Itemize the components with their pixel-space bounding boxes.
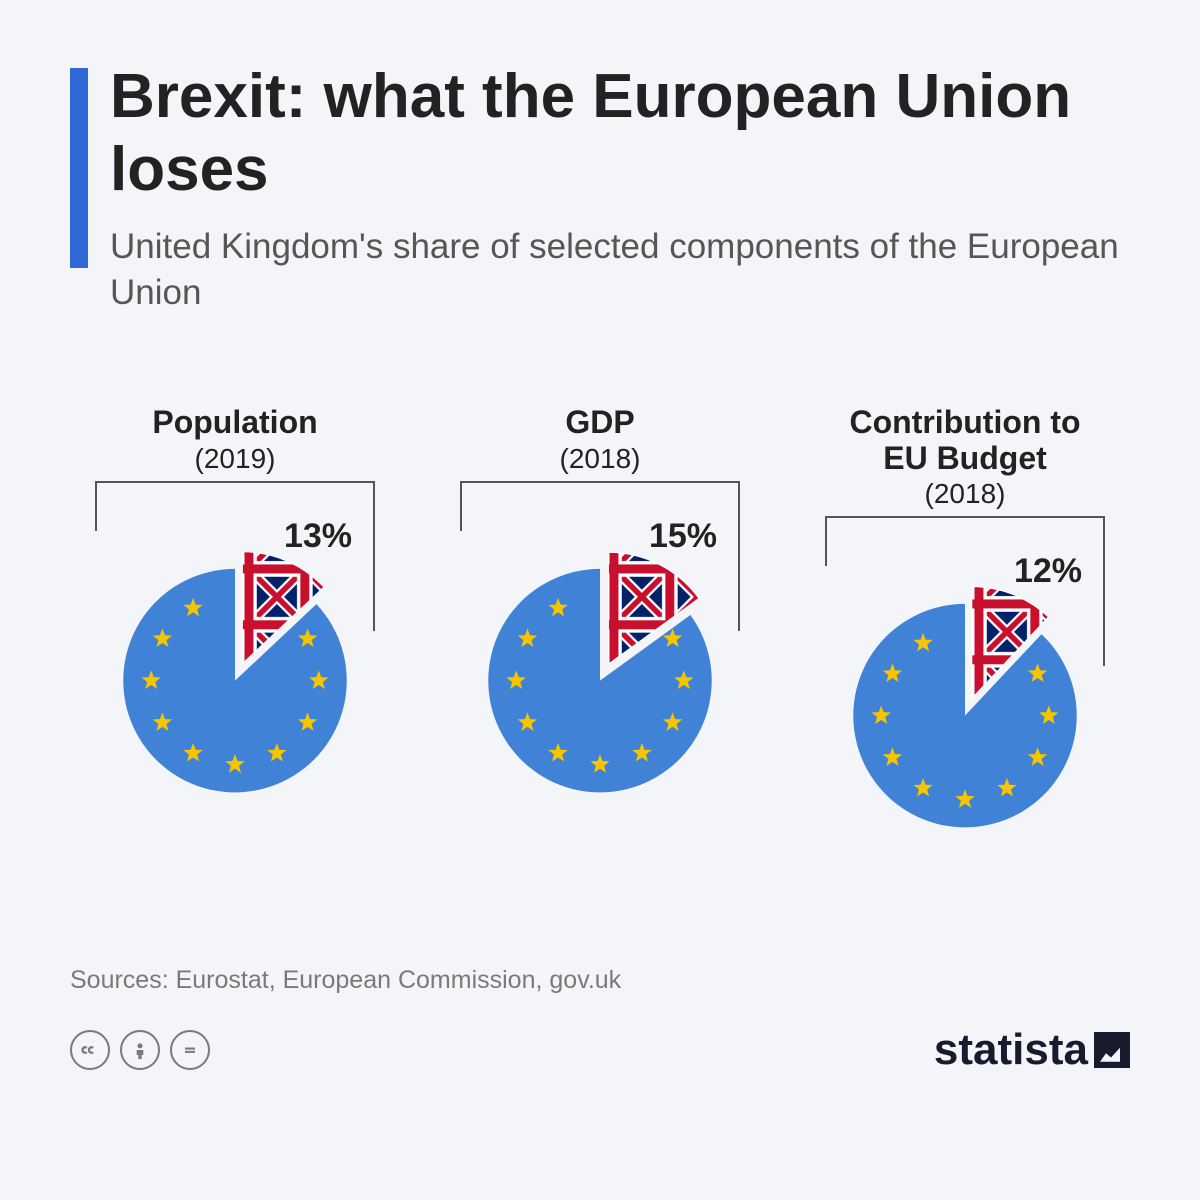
chart-year: (2018) [560, 443, 641, 475]
brand: statista [934, 1025, 1130, 1075]
chart-year: (2018) [925, 478, 1006, 510]
pie-chart [100, 541, 370, 811]
page-title: Brexit: what the European Union loses [110, 60, 1130, 206]
pie-wrap: 12% [830, 546, 1100, 836]
chart-block: GDP (2018) 15% [440, 405, 760, 835]
chart-block: Population (2019) 13% [75, 405, 395, 835]
pie-chart [465, 541, 735, 811]
chart-label: Population [152, 405, 317, 440]
accent-bar [70, 68, 88, 268]
sources-text: Sources: Eurostat, European Commission, … [70, 966, 1130, 995]
cc-icon [70, 1030, 110, 1070]
chart-label: GDP [565, 405, 634, 440]
brand-text: statista [934, 1025, 1088, 1075]
footer: statista [70, 1025, 1130, 1075]
by-icon [120, 1030, 160, 1070]
pie-chart [830, 576, 1100, 846]
header: Brexit: what the European Union loses Un… [70, 60, 1130, 315]
cc-icons [70, 1030, 210, 1070]
nd-icon [170, 1030, 210, 1070]
pie-wrap: 13% [100, 511, 370, 801]
charts-row: Population (2019) 13% GDP (2018) 15% [70, 405, 1130, 835]
chart-block: Contribution toEU Budget (2018) 12% [805, 405, 1125, 835]
pie-wrap: 15% [465, 511, 735, 801]
brand-icon [1094, 1032, 1130, 1068]
chart-year: (2019) [195, 443, 276, 475]
chart-label: Contribution toEU Budget [849, 405, 1080, 475]
page-subtitle: United Kingdom's share of selected compo… [110, 224, 1130, 315]
